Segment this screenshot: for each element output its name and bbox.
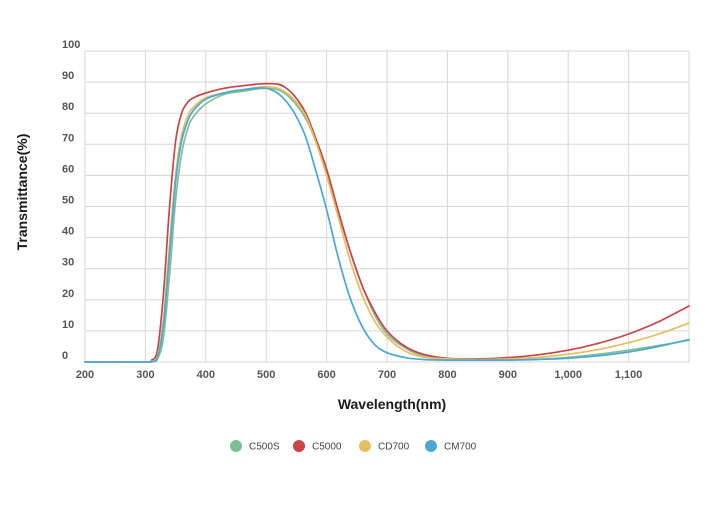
x-tick-label: 300 [136, 369, 154, 381]
legend-label-c500s: C500S [249, 442, 280, 453]
legend-swatch-c5000 [293, 440, 305, 452]
x-tick-label: 800 [438, 369, 456, 381]
x-tick-label: 1,000 [554, 369, 582, 381]
x-tick-label: 900 [499, 369, 517, 381]
series-layer [84, 82, 690, 363]
x-tick-label: 500 [257, 369, 275, 381]
legend-swatch-cd700 [359, 440, 371, 452]
legend-swatch-cm700 [425, 440, 437, 452]
series-line-c5000 [84, 82, 690, 363]
x-tick-label: 1,100 [615, 369, 643, 381]
x-tick-label: 400 [197, 369, 215, 381]
y-tick-label: 100 [62, 39, 80, 51]
x-tick-label: 200 [76, 369, 94, 381]
y-tick-label: 30 [62, 257, 74, 269]
x-tick-label: 700 [378, 369, 396, 381]
y-tick-label: 0 [62, 350, 68, 362]
legend: C500S C5000 CD700 CM700 [230, 440, 477, 453]
series-line-cm700 [84, 86, 690, 363]
y-axis-title: Transmittance(%) [14, 134, 30, 251]
x-axis-title: Wavelength(nm) [338, 396, 446, 412]
legend-label-cm700: CM700 [444, 442, 477, 453]
y-tick-label: 50 [62, 195, 74, 207]
x-tick-labels: 200 300 400 500 600 700 800 900 1,000 1,100 [76, 369, 643, 381]
y-tick-label: 60 [62, 163, 74, 175]
y-tick-label: 70 [62, 132, 74, 144]
legend-label-cd700: CD700 [378, 442, 410, 453]
x-tick-label: 600 [317, 369, 335, 381]
y-tick-label: 90 [62, 70, 74, 82]
legend-swatch-c500s [230, 440, 242, 452]
y-tick-label: 20 [62, 288, 74, 300]
y-tick-label: 40 [62, 226, 74, 238]
y-tick-label: 10 [62, 319, 74, 331]
y-tick-labels: 0 10 20 30 40 50 60 70 80 90 100 [62, 39, 80, 362]
y-tick-label: 80 [62, 101, 74, 113]
grid-layer [84, 50, 690, 363]
legend-label-c5000: C5000 [312, 442, 342, 453]
